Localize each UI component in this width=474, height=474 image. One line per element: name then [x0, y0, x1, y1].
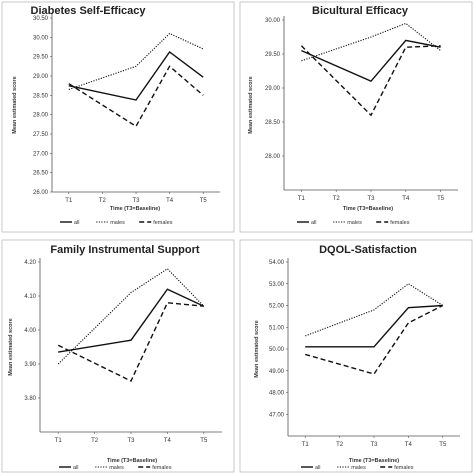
y-tick-label: 26.00	[33, 190, 49, 196]
x-tick-label: T5	[200, 198, 208, 204]
y-tick-label: 28.50	[33, 93, 49, 99]
x-tick-label: T1	[298, 196, 306, 202]
y-tick-label: 4.10	[24, 294, 36, 300]
legend-label: males	[110, 220, 125, 226]
series-line-females	[305, 304, 444, 375]
series-line-all	[68, 51, 204, 101]
y-tick-label: 28.00	[265, 154, 281, 160]
y-tick-label: 29.50	[265, 52, 281, 58]
series-line-males	[305, 283, 444, 337]
y-tick-label: 3.80	[24, 396, 36, 402]
x-tick-label: T4	[405, 442, 413, 448]
y-tick-label: 27.00	[33, 151, 49, 157]
legend-label: females	[390, 220, 410, 226]
x-tick-label: T4	[166, 198, 174, 204]
y-tick-label: 29.50	[33, 55, 49, 61]
y-tick-label: 53.00	[269, 282, 285, 288]
legend-label: females	[153, 220, 173, 226]
legend-label: all	[74, 220, 80, 226]
y-tick-label: 50.00	[269, 347, 285, 353]
x-axis-label: Time (T3=Baseline)	[110, 206, 160, 212]
x-tick-label: T2	[91, 438, 99, 444]
x-axis-label: Time (T3=Baseline)	[343, 206, 393, 212]
series-line-males	[68, 32, 204, 91]
x-tick-label: T3	[132, 198, 140, 204]
legend-label: all	[73, 465, 79, 471]
x-tick-label: T2	[336, 442, 344, 448]
y-tick-label: 27.50	[33, 132, 49, 138]
x-tick-label: T5	[200, 438, 208, 444]
chart-panel: Bicultural Efficacy 28.00 28.50 29.00 29.50 3…	[239, 1, 473, 233]
x-tick-label: T2	[99, 198, 107, 204]
x-tick-label: T4	[402, 196, 410, 202]
x-tick-label: T1	[302, 442, 310, 448]
x-tick-label: T4	[164, 438, 172, 444]
chart-panel: Diabetes Self-Efficacy 26.00 26.50 27.00 27.…	[1, 1, 235, 233]
x-tick-label: T5	[439, 442, 447, 448]
legend-label: all	[311, 220, 317, 226]
y-tick-label: 51.00	[269, 325, 285, 331]
x-tick-label: T1	[55, 438, 63, 444]
x-axis-label: Time (T3=Baseline)	[349, 458, 399, 464]
panel-border	[239, 239, 473, 473]
x-tick-label: T1	[65, 198, 73, 204]
y-tick-label: 54.00	[269, 260, 285, 266]
y-tick-label: 30.50	[33, 16, 49, 22]
y-tick-label: 47.00	[269, 412, 285, 418]
y-tick-label: 48.00	[269, 391, 285, 397]
legend-label: females	[394, 465, 414, 471]
series-line-all	[58, 288, 205, 353]
chart-title: Bicultural Efficacy	[312, 5, 409, 17]
y-tick-label: 4.20	[24, 260, 36, 266]
series-line-females	[300, 45, 441, 117]
legend-label: all	[315, 465, 321, 471]
y-axis-label: Mean estimated score	[254, 320, 260, 377]
x-tick-label: T3	[367, 196, 375, 202]
chart-title: DQOL-Satisfaction	[319, 244, 417, 256]
series-line-all	[301, 39, 441, 83]
legend-label: females	[152, 465, 172, 471]
y-tick-label: 52.00	[269, 304, 285, 310]
chart-panel: DQOL-Satisfaction 47.00 48.00 49.00 50.00 51.…	[239, 239, 473, 473]
series-line-males	[301, 22, 441, 62]
y-axis-label: Mean estimated score	[8, 318, 14, 375]
series-line-all	[305, 304, 443, 348]
y-tick-label: 28.00	[33, 113, 49, 119]
chart-title: Family Instrumental Support	[50, 244, 199, 256]
x-tick-label: T3	[370, 442, 378, 448]
series-line-females	[68, 65, 204, 128]
y-tick-label: 28.50	[265, 120, 281, 126]
y-tick-label: 29.00	[265, 86, 281, 92]
legend-label: males	[351, 465, 366, 471]
y-tick-label: 26.50	[33, 171, 49, 177]
chart-title: Diabetes Self-Efficacy	[31, 5, 147, 17]
y-tick-label: 30.00	[265, 18, 281, 24]
y-tick-label: 29.00	[33, 74, 49, 80]
panel-border	[1, 239, 235, 473]
chart-panel: Family Instrumental Support 3.80 3.90 4.00 4…	[1, 239, 235, 473]
y-axis-label: Mean estimated score	[12, 76, 18, 133]
y-tick-label: 49.00	[269, 369, 285, 375]
x-axis-label: Time (T3=Baseline)	[107, 458, 157, 464]
x-tick-label: T2	[333, 196, 341, 202]
panel-border	[239, 1, 473, 233]
y-tick-label: 3.90	[24, 362, 36, 368]
y-tick-label: 30.00	[33, 35, 49, 41]
series-line-males	[57, 268, 205, 365]
x-tick-label: T5	[437, 196, 445, 202]
panel-border	[1, 1, 235, 233]
legend-label: males	[347, 220, 362, 226]
x-tick-label: T3	[127, 438, 135, 444]
y-axis-label: Mean estimated score	[248, 76, 254, 133]
y-tick-label: 4.00	[24, 328, 36, 334]
legend-label: males	[109, 465, 124, 471]
series-line-females	[57, 302, 204, 382]
